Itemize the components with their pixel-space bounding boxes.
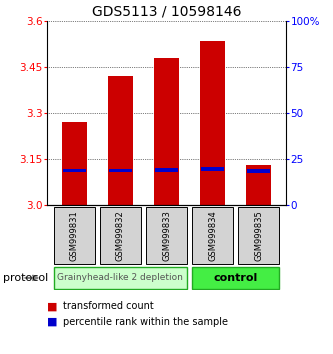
Text: control: control xyxy=(213,273,258,283)
Text: GSM999831: GSM999831 xyxy=(70,210,79,261)
Bar xyxy=(108,76,133,205)
Bar xyxy=(246,165,271,205)
FancyBboxPatch shape xyxy=(54,206,95,264)
Text: GSM999834: GSM999834 xyxy=(208,210,217,261)
Text: ■: ■ xyxy=(47,301,57,311)
FancyBboxPatch shape xyxy=(100,206,141,264)
Text: transformed count: transformed count xyxy=(63,301,154,311)
Text: GSM999832: GSM999832 xyxy=(116,210,125,261)
Bar xyxy=(62,122,87,205)
Bar xyxy=(200,41,225,205)
FancyBboxPatch shape xyxy=(146,206,187,264)
Text: percentile rank within the sample: percentile rank within the sample xyxy=(63,317,228,327)
Bar xyxy=(155,168,178,172)
FancyBboxPatch shape xyxy=(54,267,187,289)
Bar xyxy=(63,169,86,172)
FancyBboxPatch shape xyxy=(192,267,279,289)
Title: GDS5113 / 10598146: GDS5113 / 10598146 xyxy=(92,5,241,19)
Bar xyxy=(247,170,270,173)
Text: GSM999833: GSM999833 xyxy=(162,210,171,261)
Text: Grainyhead-like 2 depletion: Grainyhead-like 2 depletion xyxy=(58,273,183,282)
Text: protocol: protocol xyxy=(3,273,49,283)
Bar xyxy=(109,169,132,172)
FancyBboxPatch shape xyxy=(238,206,279,264)
Bar xyxy=(201,167,224,171)
Text: ■: ■ xyxy=(47,317,57,327)
FancyBboxPatch shape xyxy=(192,206,233,264)
Bar xyxy=(154,58,179,205)
Text: GSM999835: GSM999835 xyxy=(254,210,263,261)
